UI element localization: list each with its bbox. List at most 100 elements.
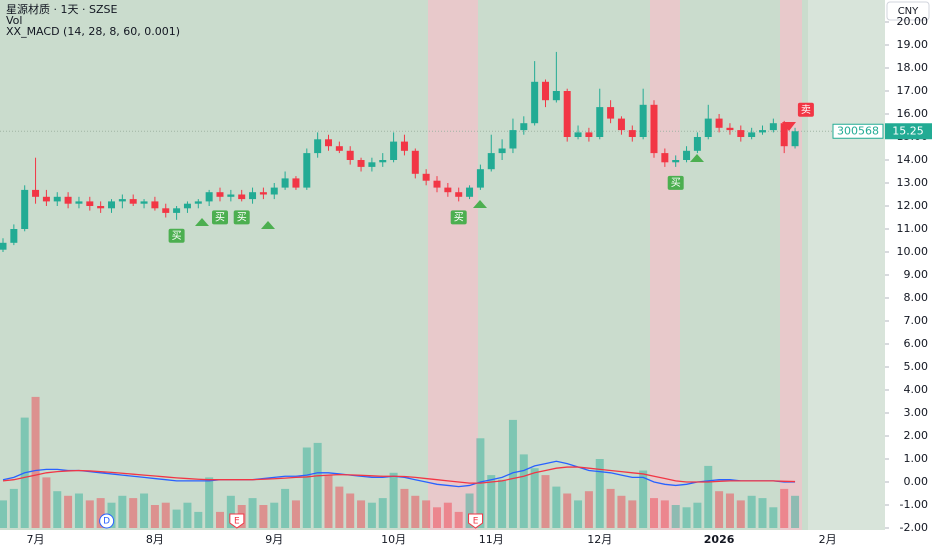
candle-body: [628, 130, 636, 137]
volume-bar: [671, 505, 680, 528]
volume-bar: [411, 495, 420, 528]
candle-body: [357, 160, 365, 167]
candle-body: [249, 192, 257, 200]
candle-body: [270, 187, 278, 195]
candle-body: [444, 187, 452, 193]
candle-body: [379, 160, 387, 163]
candle-body: [748, 132, 756, 137]
currency-label[interactable]: CNY: [898, 6, 919, 17]
volume-bar: [693, 502, 702, 528]
candle-body: [194, 201, 202, 204]
volume-bar: [519, 454, 528, 528]
volume-bar: [704, 465, 713, 528]
signal-badge: [212, 210, 228, 225]
volume-bar: [508, 419, 517, 528]
signal-badge: [667, 175, 684, 190]
time-axis: [0, 530, 885, 550]
candle-body: [466, 187, 474, 197]
volume-bar: [96, 498, 105, 528]
sell-zone: [780, 0, 802, 530]
candle-body: [86, 201, 94, 206]
volume-bar: [584, 491, 593, 528]
candle-body: [368, 162, 376, 167]
signal-label: 卖: [801, 104, 811, 116]
candle-body: [791, 131, 799, 147]
volume-bar: [313, 442, 322, 528]
signal-label: 买: [172, 230, 182, 242]
y-tick-label: 13.00: [897, 176, 929, 189]
y-tick-label: -1.00: [900, 498, 928, 511]
candle-body: [552, 91, 560, 101]
volume-bar: [780, 488, 789, 528]
y-tick-label: 1.00: [904, 452, 929, 465]
price-axis: [885, 0, 932, 550]
event-label: E: [234, 517, 240, 527]
x-tick-label: 2026: [704, 533, 735, 546]
candle-body: [487, 153, 495, 170]
event-label: E: [473, 517, 479, 527]
volume-bar: [74, 493, 83, 528]
candle-body: [596, 107, 604, 137]
volume-bar: [389, 472, 398, 528]
volume-bar: [118, 495, 127, 528]
candle-body: [607, 107, 615, 119]
currency-button[interactable]: [886, 1, 930, 21]
signal-zone: [0, 0, 808, 530]
candle-body: [75, 201, 83, 204]
signal-badge: [450, 210, 467, 225]
volume-bar: [715, 491, 724, 528]
candle-body: [759, 130, 766, 133]
y-tick-label: 14.00: [897, 153, 929, 166]
volume-bar: [650, 498, 658, 528]
volume-bar: [433, 507, 441, 528]
x-tick-label: 10月: [381, 533, 406, 546]
volume-bar: [541, 475, 550, 528]
candle-body: [433, 180, 441, 188]
volume-bar: [140, 493, 149, 528]
volume-bar: [346, 493, 355, 528]
volume-bar: [791, 495, 800, 528]
x-tick-label: 8月: [146, 533, 164, 546]
candle-body: [411, 150, 419, 174]
candle-body: [292, 178, 300, 188]
volume-bar: [747, 495, 756, 528]
candle-body: [140, 201, 148, 204]
buy-triangle: [473, 200, 487, 208]
candle-body: [542, 81, 549, 101]
candle-body: [238, 194, 246, 200]
volume-bar: [129, 498, 138, 528]
event-label: D: [103, 517, 110, 527]
volume-bar: [31, 396, 40, 528]
candle-body: [183, 203, 191, 209]
x-tick-label: 11月: [479, 533, 504, 546]
y-tick-label: -2.00: [900, 521, 928, 534]
price-badge: [885, 123, 932, 140]
y-tick-label: 11.00: [897, 222, 929, 235]
volume-bar: [357, 500, 366, 528]
y-tick-label: 12.00: [897, 199, 929, 212]
y-tick-label: 3.00: [904, 406, 929, 419]
volume-bar: [736, 500, 745, 528]
y-tick-label: 5.00: [904, 360, 929, 373]
volume-bar: [367, 502, 376, 528]
candle-body: [216, 192, 224, 197]
event-marker: [229, 513, 245, 529]
symbol-label: 300568: [837, 124, 879, 137]
candle-body: [0, 242, 7, 250]
volume-bar: [378, 498, 387, 528]
volume-bar: [725, 493, 734, 528]
candle-body: [683, 150, 691, 160]
candle-body: [97, 206, 105, 209]
candle-body: [704, 118, 712, 137]
candle-body: [21, 189, 29, 229]
candle-body: [325, 139, 332, 147]
candle-body: [10, 229, 18, 243]
volume-bar: [302, 447, 311, 528]
volume-bar: [226, 495, 235, 528]
volume-bar: [172, 509, 181, 528]
volume-bar: [248, 498, 257, 528]
buy-triangle: [261, 221, 275, 229]
candle-body: [151, 201, 159, 209]
volume-bar: [682, 507, 691, 528]
volume-bar: [194, 511, 203, 528]
